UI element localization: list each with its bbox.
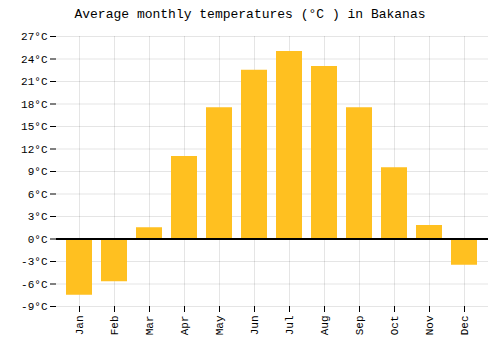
svg-text:Sep: Sep xyxy=(354,316,366,336)
svg-text:-3°C: -3°C xyxy=(21,256,48,268)
svg-text:Apr: Apr xyxy=(179,316,191,336)
svg-text:-6°C: -6°C xyxy=(21,279,48,291)
html-text:Average monthly temperatures (: Average monthly temperatures (°C ) in Ba… xyxy=(74,7,426,22)
svg-text:3°C: 3°C xyxy=(28,211,48,223)
svg-text:Jul: Jul xyxy=(284,316,296,336)
svg-text:15°C: 15°C xyxy=(21,121,48,133)
svg-text:Mar: Mar xyxy=(144,316,156,336)
svg-text:18°C: 18°C xyxy=(21,99,48,111)
svg-text:Jan: Jan xyxy=(74,316,86,336)
svg-text:21°C: 21°C xyxy=(21,76,48,88)
svg-text:6°C: 6°C xyxy=(28,189,48,201)
svg-text:-9°C: -9°C xyxy=(21,301,48,313)
svg-text:0°C: 0°C xyxy=(28,234,48,246)
svg-text:Dec: Dec xyxy=(459,316,471,336)
svg-text:Feb: Feb xyxy=(109,316,121,336)
svg-text:Oct: Oct xyxy=(389,316,401,336)
svg-text:Jun: Jun xyxy=(249,316,261,336)
svg-text:Aug: Aug xyxy=(319,316,331,336)
svg-text:27°C: 27°C xyxy=(21,31,48,43)
svg-text:May: May xyxy=(214,315,226,335)
svg-text:24°C: 24°C xyxy=(21,54,48,66)
svg-text:9°C: 9°C xyxy=(28,166,48,178)
svg-text:Nov: Nov xyxy=(424,315,436,335)
svg-text:12°C: 12°C xyxy=(21,144,48,156)
